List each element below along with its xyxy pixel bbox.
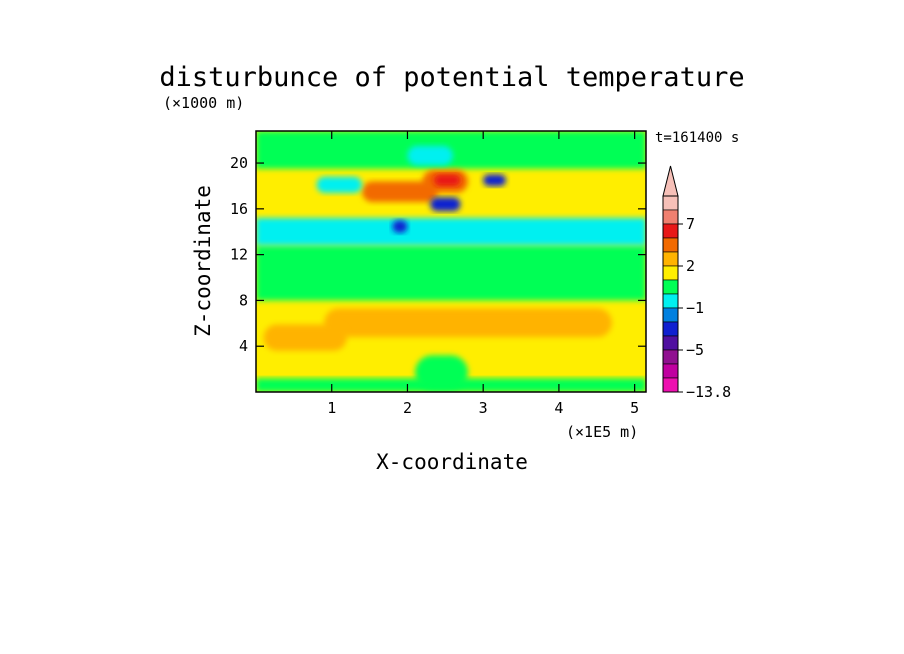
contour-region — [256, 218, 646, 246]
y-tick-label: 16 — [230, 200, 248, 218]
colorbar-frame — [662, 195, 679, 393]
y-axis-title: Z-coordinate — [191, 185, 215, 337]
colorbar-label: −1 — [686, 299, 704, 317]
contour-region — [407, 145, 453, 166]
colorbar-segment — [662, 237, 679, 253]
time-label: t=161400 s — [655, 130, 739, 146]
colorbar-segment — [662, 265, 679, 281]
colorbar-segment — [662, 377, 679, 393]
contour-region — [415, 355, 469, 390]
colorbar-segment — [662, 363, 679, 379]
contour-region — [316, 176, 363, 193]
plot-frame — [255, 130, 647, 393]
y-tick-label: 20 — [230, 154, 248, 172]
colorbar-segment — [662, 293, 679, 309]
colorbar-label: 2 — [686, 257, 695, 275]
contour-region — [362, 181, 438, 202]
x-unit-label: (×1E5 m) — [566, 423, 638, 441]
colorbar-segment — [662, 195, 679, 211]
contour-region — [483, 174, 506, 186]
x-tick-label: 1 — [327, 399, 336, 417]
colorbar-segment — [662, 321, 679, 337]
y-tick-label: 12 — [230, 246, 248, 264]
chart-title: disturbunce of potential temperature — [159, 62, 744, 93]
contour-region — [324, 308, 612, 338]
y-unit-label: (×1000 m) — [163, 94, 244, 112]
colorbar-label: −13.8 — [686, 383, 731, 401]
colorbar-segment — [662, 251, 679, 267]
contour-region — [433, 174, 461, 186]
x-tick-label: 4 — [554, 399, 563, 417]
y-tick-label: 4 — [239, 337, 248, 355]
contour-region — [430, 197, 461, 212]
contour-region — [263, 324, 347, 351]
colorbar-segment — [662, 335, 679, 351]
colorbar-segment — [662, 223, 679, 239]
x-tick-label: 3 — [479, 399, 488, 417]
contour-field — [256, 131, 646, 392]
contour-region — [392, 220, 408, 233]
x-tick-label: 5 — [630, 399, 639, 417]
colorbar-segment — [662, 349, 679, 365]
x-tick-label: 2 — [403, 399, 412, 417]
colorbar-label: 7 — [686, 215, 695, 233]
colorbar-label: −5 — [686, 341, 704, 359]
colorbar-extend-arrow — [662, 165, 679, 197]
colorbar: 7 2 −1 −5 −13.8 — [662, 165, 731, 401]
x-axis-title: X-coordinate — [376, 450, 528, 474]
contour-region — [256, 245, 646, 301]
colorbar-segment — [662, 307, 679, 323]
colorbar-segment — [662, 209, 679, 225]
y-tick-label: 8 — [239, 291, 248, 309]
colorbar-segment — [662, 279, 679, 295]
